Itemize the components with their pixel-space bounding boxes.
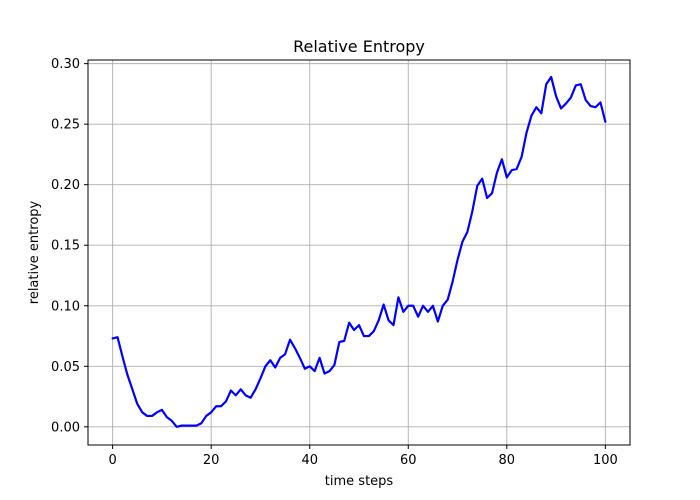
x-tick-label: 20	[203, 453, 220, 468]
x-tick-label: 80	[499, 453, 516, 468]
x-tick-label: 60	[400, 453, 417, 468]
chart-title: Relative Entropy	[293, 37, 425, 56]
y-tick-label: 0.15	[51, 239, 80, 254]
y-axis-label: relative entropy	[27, 200, 42, 304]
x-axis-label: time steps	[325, 474, 394, 489]
y-tick-label: 0.00	[51, 420, 80, 435]
grid	[88, 60, 630, 445]
y-tick-label: 0.25	[51, 118, 80, 133]
x-tick-label: 100	[593, 453, 618, 468]
y-tick-label: 0.05	[51, 360, 80, 375]
y-tick-label: 0.20	[51, 178, 80, 193]
ticks: 0 20 40 60 80 100 0.00 0.05 0.10 0.15 0.20 0.25 0.30	[51, 57, 618, 468]
y-tick-label: 0.30	[51, 57, 80, 72]
y-tick-label: 0.10	[51, 299, 80, 314]
x-tick-label: 40	[301, 453, 318, 468]
plot-area-frame	[87, 59, 631, 446]
series-layer	[111, 75, 607, 428]
x-tick-label: 0	[108, 453, 116, 468]
series-line	[111, 75, 607, 428]
